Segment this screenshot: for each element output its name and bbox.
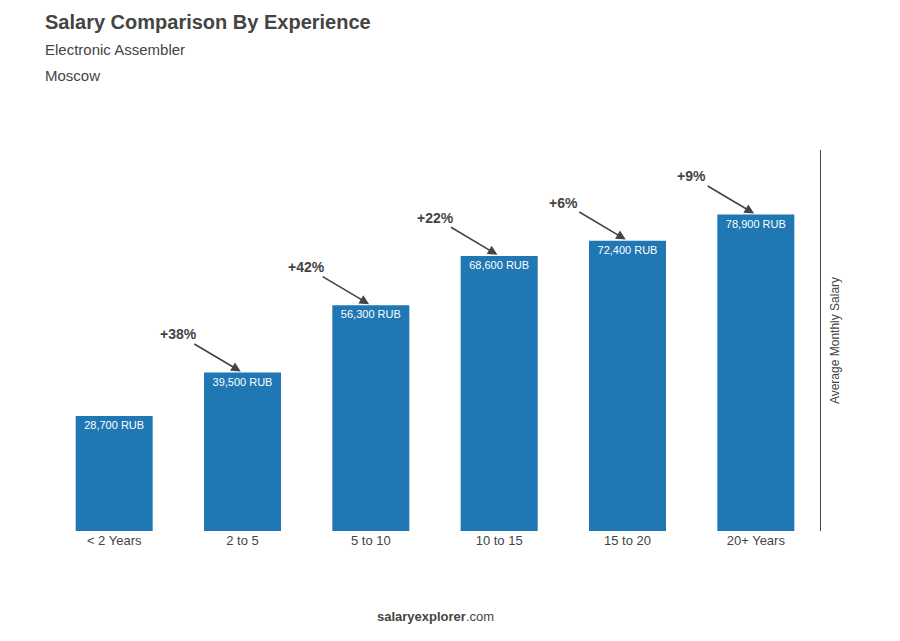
svg-text:+42%: +42% xyxy=(288,259,325,275)
svg-text:< 2 Years: < 2 Years xyxy=(87,533,142,548)
svg-text:5 to 10: 5 to 10 xyxy=(351,533,391,548)
svg-text:20+ Years: 20+ Years xyxy=(727,533,786,548)
svg-text:39,500 RUB: 39,500 RUB xyxy=(213,376,273,388)
svg-text:72,400 RUB: 72,400 RUB xyxy=(598,244,658,256)
svg-text:56,300 RUB: 56,300 RUB xyxy=(341,308,401,320)
svg-text:+9%: +9% xyxy=(677,168,706,184)
svg-text:salaryexplorer.com: salaryexplorer.com xyxy=(377,609,494,624)
svg-text:Average Monthly Salary: Average Monthly Salary xyxy=(828,277,842,404)
svg-text:15 to 20: 15 to 20 xyxy=(604,533,651,548)
svg-text:2 to 5: 2 to 5 xyxy=(226,533,259,548)
svg-text:+22%: +22% xyxy=(417,210,454,226)
svg-text:68,600 RUB: 68,600 RUB xyxy=(469,259,529,271)
svg-text:+38%: +38% xyxy=(160,326,197,342)
svg-text:78,900 RUB: 78,900 RUB xyxy=(726,218,786,230)
svg-text:Salary Comparison By Experienc: Salary Comparison By ExperienceElectroni… xyxy=(45,11,371,84)
svg-text:+6%: +6% xyxy=(549,195,578,211)
svg-text:10 to 15: 10 to 15 xyxy=(476,533,523,548)
svg-text:28,700 RUB: 28,700 RUB xyxy=(84,419,144,431)
